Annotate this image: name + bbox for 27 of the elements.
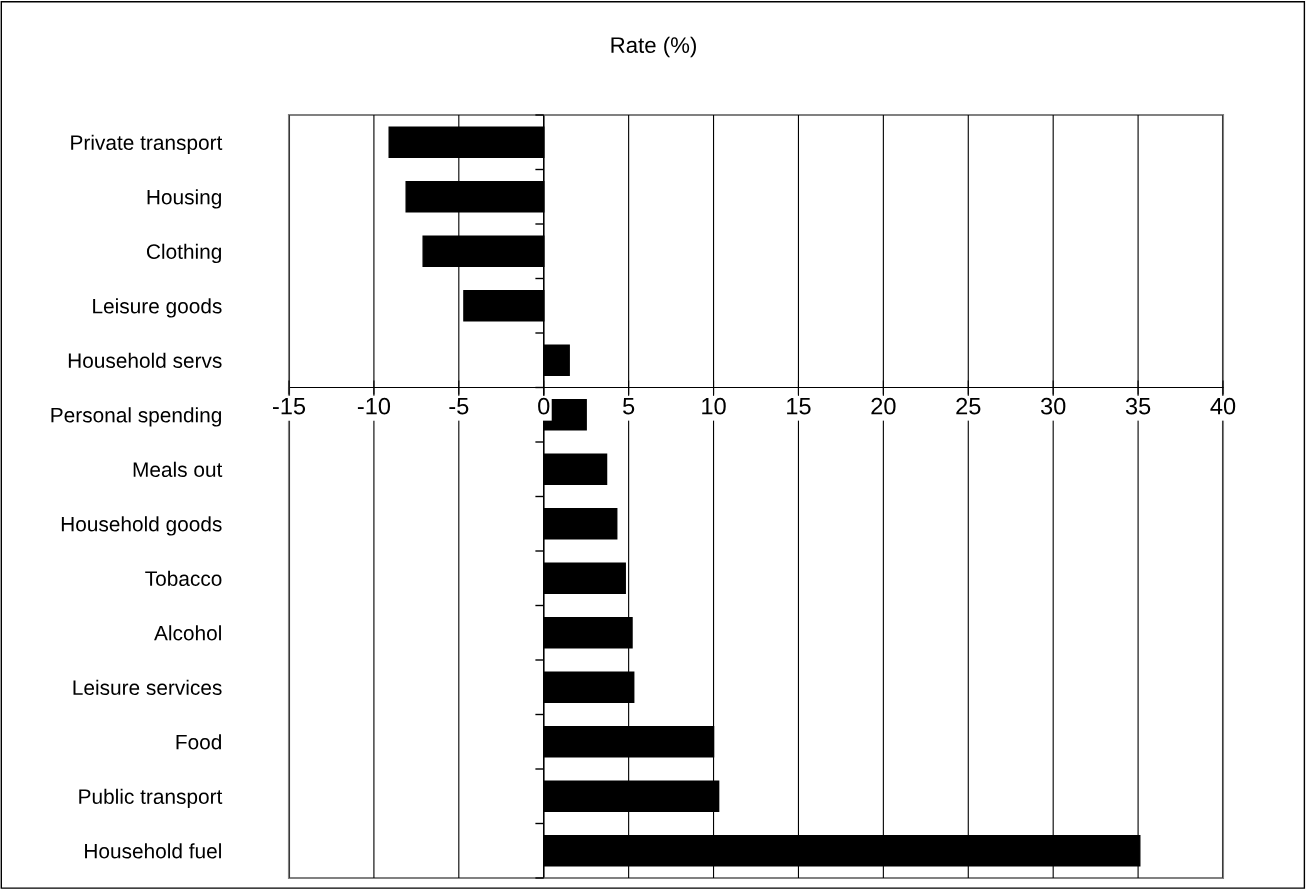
y-tick-label: Personal spending <box>51 407 221 427</box>
y-tick-label: Public transport <box>79 788 223 809</box>
x-tick-label: 0 <box>538 397 550 415</box>
x-tick-label: 25 <box>956 397 981 415</box>
y-tick-label: Private transport <box>71 134 223 155</box>
y-tick-label: Housing <box>147 189 221 209</box>
x-tick-label: 10 <box>702 397 726 415</box>
x-tick-label: 5 <box>623 398 635 415</box>
y-tick-label: Leisure goods <box>93 298 222 318</box>
x-tick-label: 40 <box>1210 397 1236 415</box>
y-tick-label: Clothing <box>146 243 221 264</box>
x-tick-label: 20 <box>871 397 896 415</box>
y-tick-label: Tobacco <box>145 570 222 586</box>
y-tick-label: Household servs <box>68 352 222 368</box>
x-tick-label: 15 <box>787 398 811 415</box>
chart-title: Rate (%) <box>611 36 696 58</box>
x-tick-label: -5 <box>449 398 469 415</box>
y-tick-label: Leisure services <box>73 679 222 695</box>
x-tick-label: -10 <box>357 397 391 415</box>
y-tick-label: Alcohol <box>154 625 221 641</box>
x-tick-label: 35 <box>1125 397 1151 415</box>
x-tick-label: -15 <box>272 398 306 415</box>
y-tick-label: Household goods <box>61 516 222 536</box>
y-tick-label: Household fuel <box>85 843 221 859</box>
y-tick-label: Meals out <box>133 461 223 477</box>
x-tick-label: 30 <box>1040 397 1066 415</box>
y-tick-label: Food <box>176 734 221 750</box>
